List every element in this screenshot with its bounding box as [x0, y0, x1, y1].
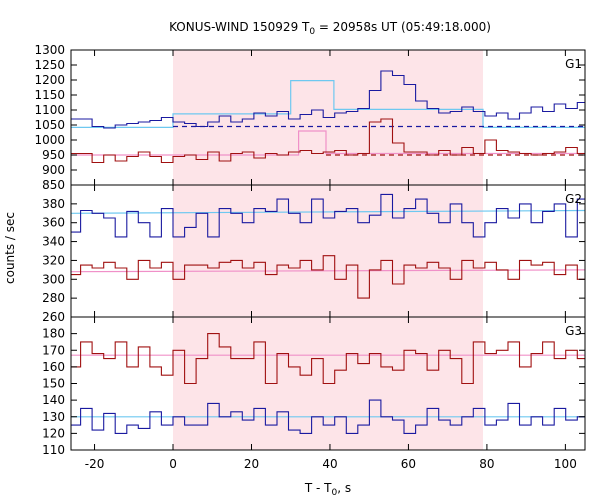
- x-tick-label: 60: [401, 457, 416, 471]
- y-tick-label: 900: [42, 163, 65, 177]
- y-tick-label: 280: [42, 291, 65, 305]
- chart-title: KONUS-WIND 150929 T0 = 20958s UT (05:49:…: [169, 20, 491, 37]
- plot-area: 8509009501000105011001150120012501300G12…: [34, 43, 586, 471]
- y-tick-label: 1100: [34, 103, 65, 117]
- x-tick-label: 80: [479, 457, 494, 471]
- x-tick-label: -20: [85, 457, 105, 471]
- y-axis-label: counts / sec: [3, 212, 17, 284]
- series-hard-g1: [71, 118, 585, 164]
- y-tick-label: 340: [42, 235, 65, 249]
- y-tick-label: 320: [42, 253, 65, 267]
- y-tick-label: 1250: [34, 58, 65, 72]
- y-tick-label: 120: [42, 426, 65, 440]
- x-tick-label: 0: [169, 457, 177, 471]
- series-hard-g2: [71, 255, 585, 299]
- x-axis-label: T - T0, s: [304, 481, 351, 498]
- series-hard-g3: [71, 333, 585, 385]
- panel-label-g2: G2: [565, 192, 582, 206]
- y-tick-label: 160: [42, 360, 65, 374]
- y-tick-label: 170: [42, 343, 65, 357]
- y-tick-label: 1300: [34, 43, 65, 57]
- y-tick-label: 950: [42, 148, 65, 162]
- x-tick-label: 40: [322, 457, 337, 471]
- y-tick-label: 380: [42, 197, 65, 211]
- panel-label-g3: G3: [565, 324, 582, 338]
- y-tick-label: 130: [42, 410, 65, 424]
- series-soft-g3: [71, 399, 585, 434]
- panel-g3: 110 120 130 140 150 160 170 180 G3: [42, 316, 586, 457]
- x-tick-label: 100: [554, 457, 577, 471]
- y-tick-label: 360: [42, 216, 65, 230]
- y-tick-label: 180: [42, 327, 65, 341]
- x-tick-label: 20: [244, 457, 259, 471]
- y-tick-label: 260: [42, 310, 65, 324]
- y-tick-label: 1150: [34, 88, 65, 102]
- panel-g2: 260 280 300 320 340 360 380 G2: [42, 184, 586, 324]
- panel-label-g1: G1: [565, 57, 582, 71]
- series-soft-g1: [71, 70, 585, 129]
- y-tick-label: 140: [42, 393, 65, 407]
- y-tick-label: 1200: [34, 73, 65, 87]
- y-tick-label: 150: [42, 377, 65, 391]
- y-tick-label: 110: [42, 443, 65, 457]
- y-tick-label: 850: [42, 178, 65, 192]
- fit-soft-solid-g2-0: [70, 209, 586, 214]
- y-tick-label: 300: [42, 272, 65, 286]
- series-soft-g2: [71, 193, 585, 238]
- y-tick-label: 1000: [34, 133, 65, 147]
- y-tick-label: 1050: [34, 118, 65, 132]
